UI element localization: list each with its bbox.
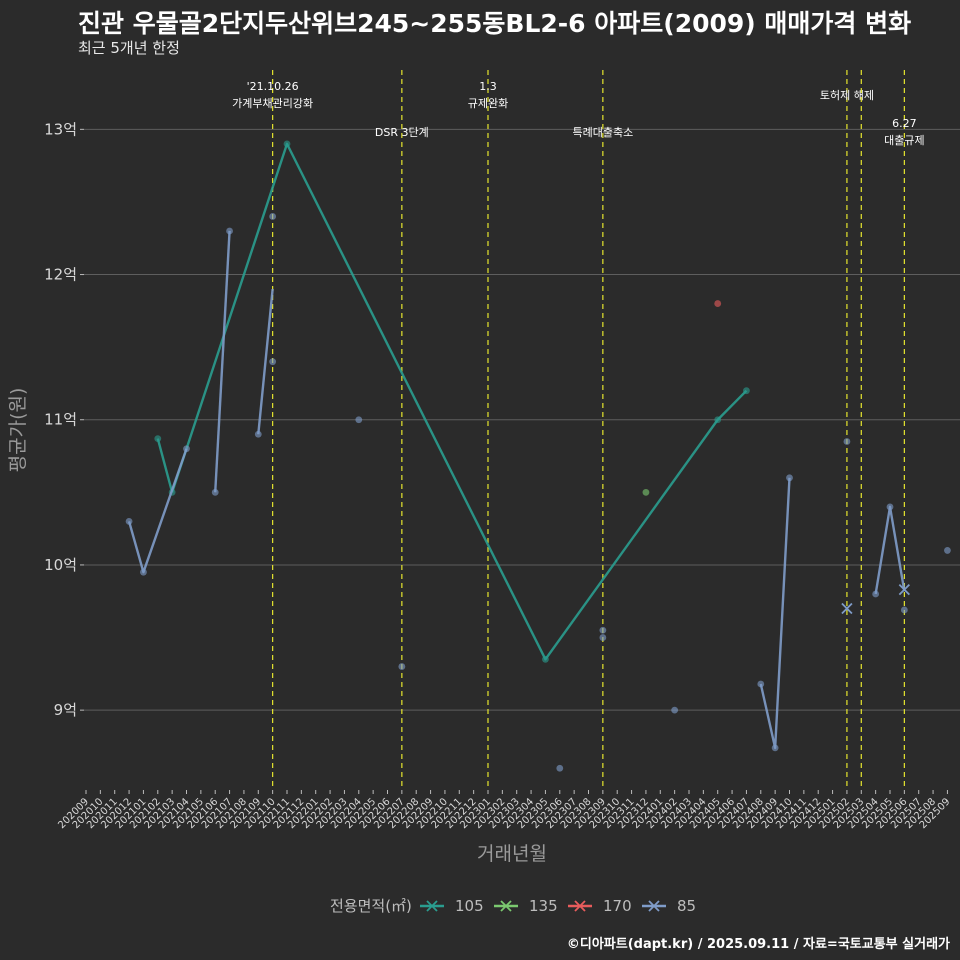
y-tick-label: 11억 [44,411,77,429]
legend-label: 170 [603,897,632,915]
point-105 [154,435,162,443]
point-85 [599,634,607,641]
point-85 [269,213,277,220]
point-85 [211,488,219,496]
policy-label: 규제완화 [468,97,508,110]
legend: 전용면적(㎡) 105 135 170 85 [330,897,696,915]
chart-subtitle: 최근 5개년 한정 [78,39,180,57]
point-105 [743,387,750,395]
point-170 [714,300,722,307]
point-85 [226,227,233,235]
x-axis: 2020092020102020112020122021012021022021… [56,790,953,831]
series-line-85 [874,505,906,595]
series-layer [125,140,951,772]
point-85 [900,606,908,614]
point-85 [757,680,765,688]
point-85 [671,706,679,714]
point-105 [714,416,722,424]
y-axis-title: 평균가(원) [7,388,29,473]
series-line-85 [257,288,274,435]
series-line-85 [759,477,791,750]
y-tick-label: 9억 [54,701,77,719]
point-105 [283,140,291,148]
point-85 [125,517,133,525]
point-85 [771,744,779,752]
legend-label: 105 [455,897,484,915]
legend-swatch-marker [426,900,438,912]
point-85 [886,503,894,511]
legend-swatch-marker [574,900,586,912]
point-85 [355,416,363,424]
x-marker-85 [898,583,910,596]
chart-title: 진관 우물골2단지두산위브245~255동BL2-6 아파트(2009) 매매가… [78,9,912,38]
legend-swatch-marker [648,900,660,912]
y-tick-label: 12억 [44,266,77,284]
point-85 [269,358,277,366]
point-105 [542,655,549,663]
point-135 [642,488,650,496]
gridlines [84,128,960,711]
x-axis-title: 거래년월 [477,843,547,865]
point-85 [599,626,607,634]
point-85 [556,764,564,772]
policy-label: 토허제 해제 [820,88,874,102]
point-85 [398,663,406,670]
series-line-105 [171,142,748,661]
point-85 [944,547,951,554]
point-85 [872,590,880,598]
policy-label: 특례대출축소 [572,126,633,139]
legend-label: 135 [529,897,558,915]
point-85 [254,430,262,438]
y-tick-label: 13억 [44,120,77,138]
point-85 [183,445,190,453]
series-line-85 [127,448,188,574]
policy-label: 대출규제 [884,134,924,147]
y-tick-label: 10억 [44,556,77,574]
legend-label: 85 [677,897,696,915]
y-axis: 9억 10억 11억 12억 13억 [44,120,84,719]
policy-label: '21.10.26 [247,80,299,93]
series-line-105 [156,438,174,493]
legend-swatch-marker [500,900,512,912]
legend-title: 전용면적(㎡) [330,897,412,915]
point-85 [786,474,793,482]
point-85 [140,568,147,576]
point-85 [843,438,851,445]
policy-label: 1.3 [479,80,497,93]
policy-label: DSR 3단계 [375,126,429,139]
policy-label: 가계부채관리강화 [232,97,313,110]
series-line-85 [214,230,231,493]
x-marker-85 [841,602,853,615]
policy-label: 6.27 [892,117,917,130]
source-caption: ©디아파트(dapt.kr) / 2025.09.11 / 자료=국토교통부 실… [566,937,950,952]
